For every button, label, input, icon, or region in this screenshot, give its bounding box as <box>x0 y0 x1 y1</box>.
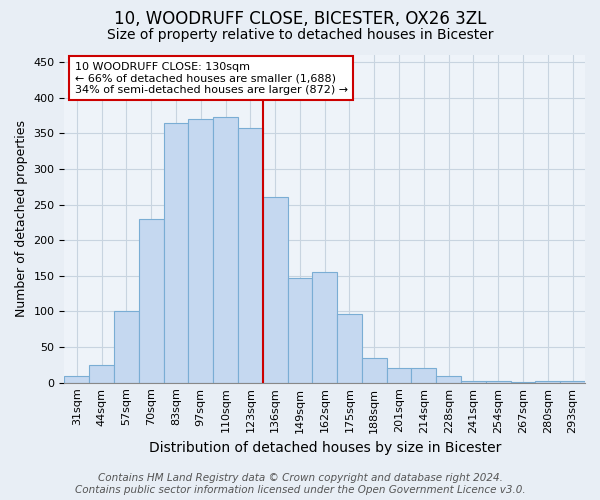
Text: 10, WOODRUFF CLOSE, BICESTER, OX26 3ZL: 10, WOODRUFF CLOSE, BICESTER, OX26 3ZL <box>114 10 486 28</box>
Bar <box>263 198 287 382</box>
Bar <box>213 117 238 382</box>
Bar <box>287 278 313 382</box>
Bar <box>313 272 337 382</box>
Bar <box>89 365 114 382</box>
Bar <box>436 376 461 382</box>
Bar <box>114 312 139 382</box>
Bar <box>139 219 164 382</box>
Text: Size of property relative to detached houses in Bicester: Size of property relative to detached ho… <box>107 28 493 42</box>
Bar <box>64 376 89 382</box>
Y-axis label: Number of detached properties: Number of detached properties <box>15 120 28 318</box>
Bar <box>188 119 213 382</box>
Text: 10 WOODRUFF CLOSE: 130sqm
← 66% of detached houses are smaller (1,688)
34% of se: 10 WOODRUFF CLOSE: 130sqm ← 66% of detac… <box>75 62 348 95</box>
Bar <box>337 314 362 382</box>
Bar <box>461 380 486 382</box>
Bar <box>238 128 263 382</box>
Bar <box>164 122 188 382</box>
Bar <box>386 368 412 382</box>
X-axis label: Distribution of detached houses by size in Bicester: Distribution of detached houses by size … <box>149 441 501 455</box>
Bar <box>412 368 436 382</box>
Text: Contains HM Land Registry data © Crown copyright and database right 2024.
Contai: Contains HM Land Registry data © Crown c… <box>74 474 526 495</box>
Bar <box>362 358 386 382</box>
